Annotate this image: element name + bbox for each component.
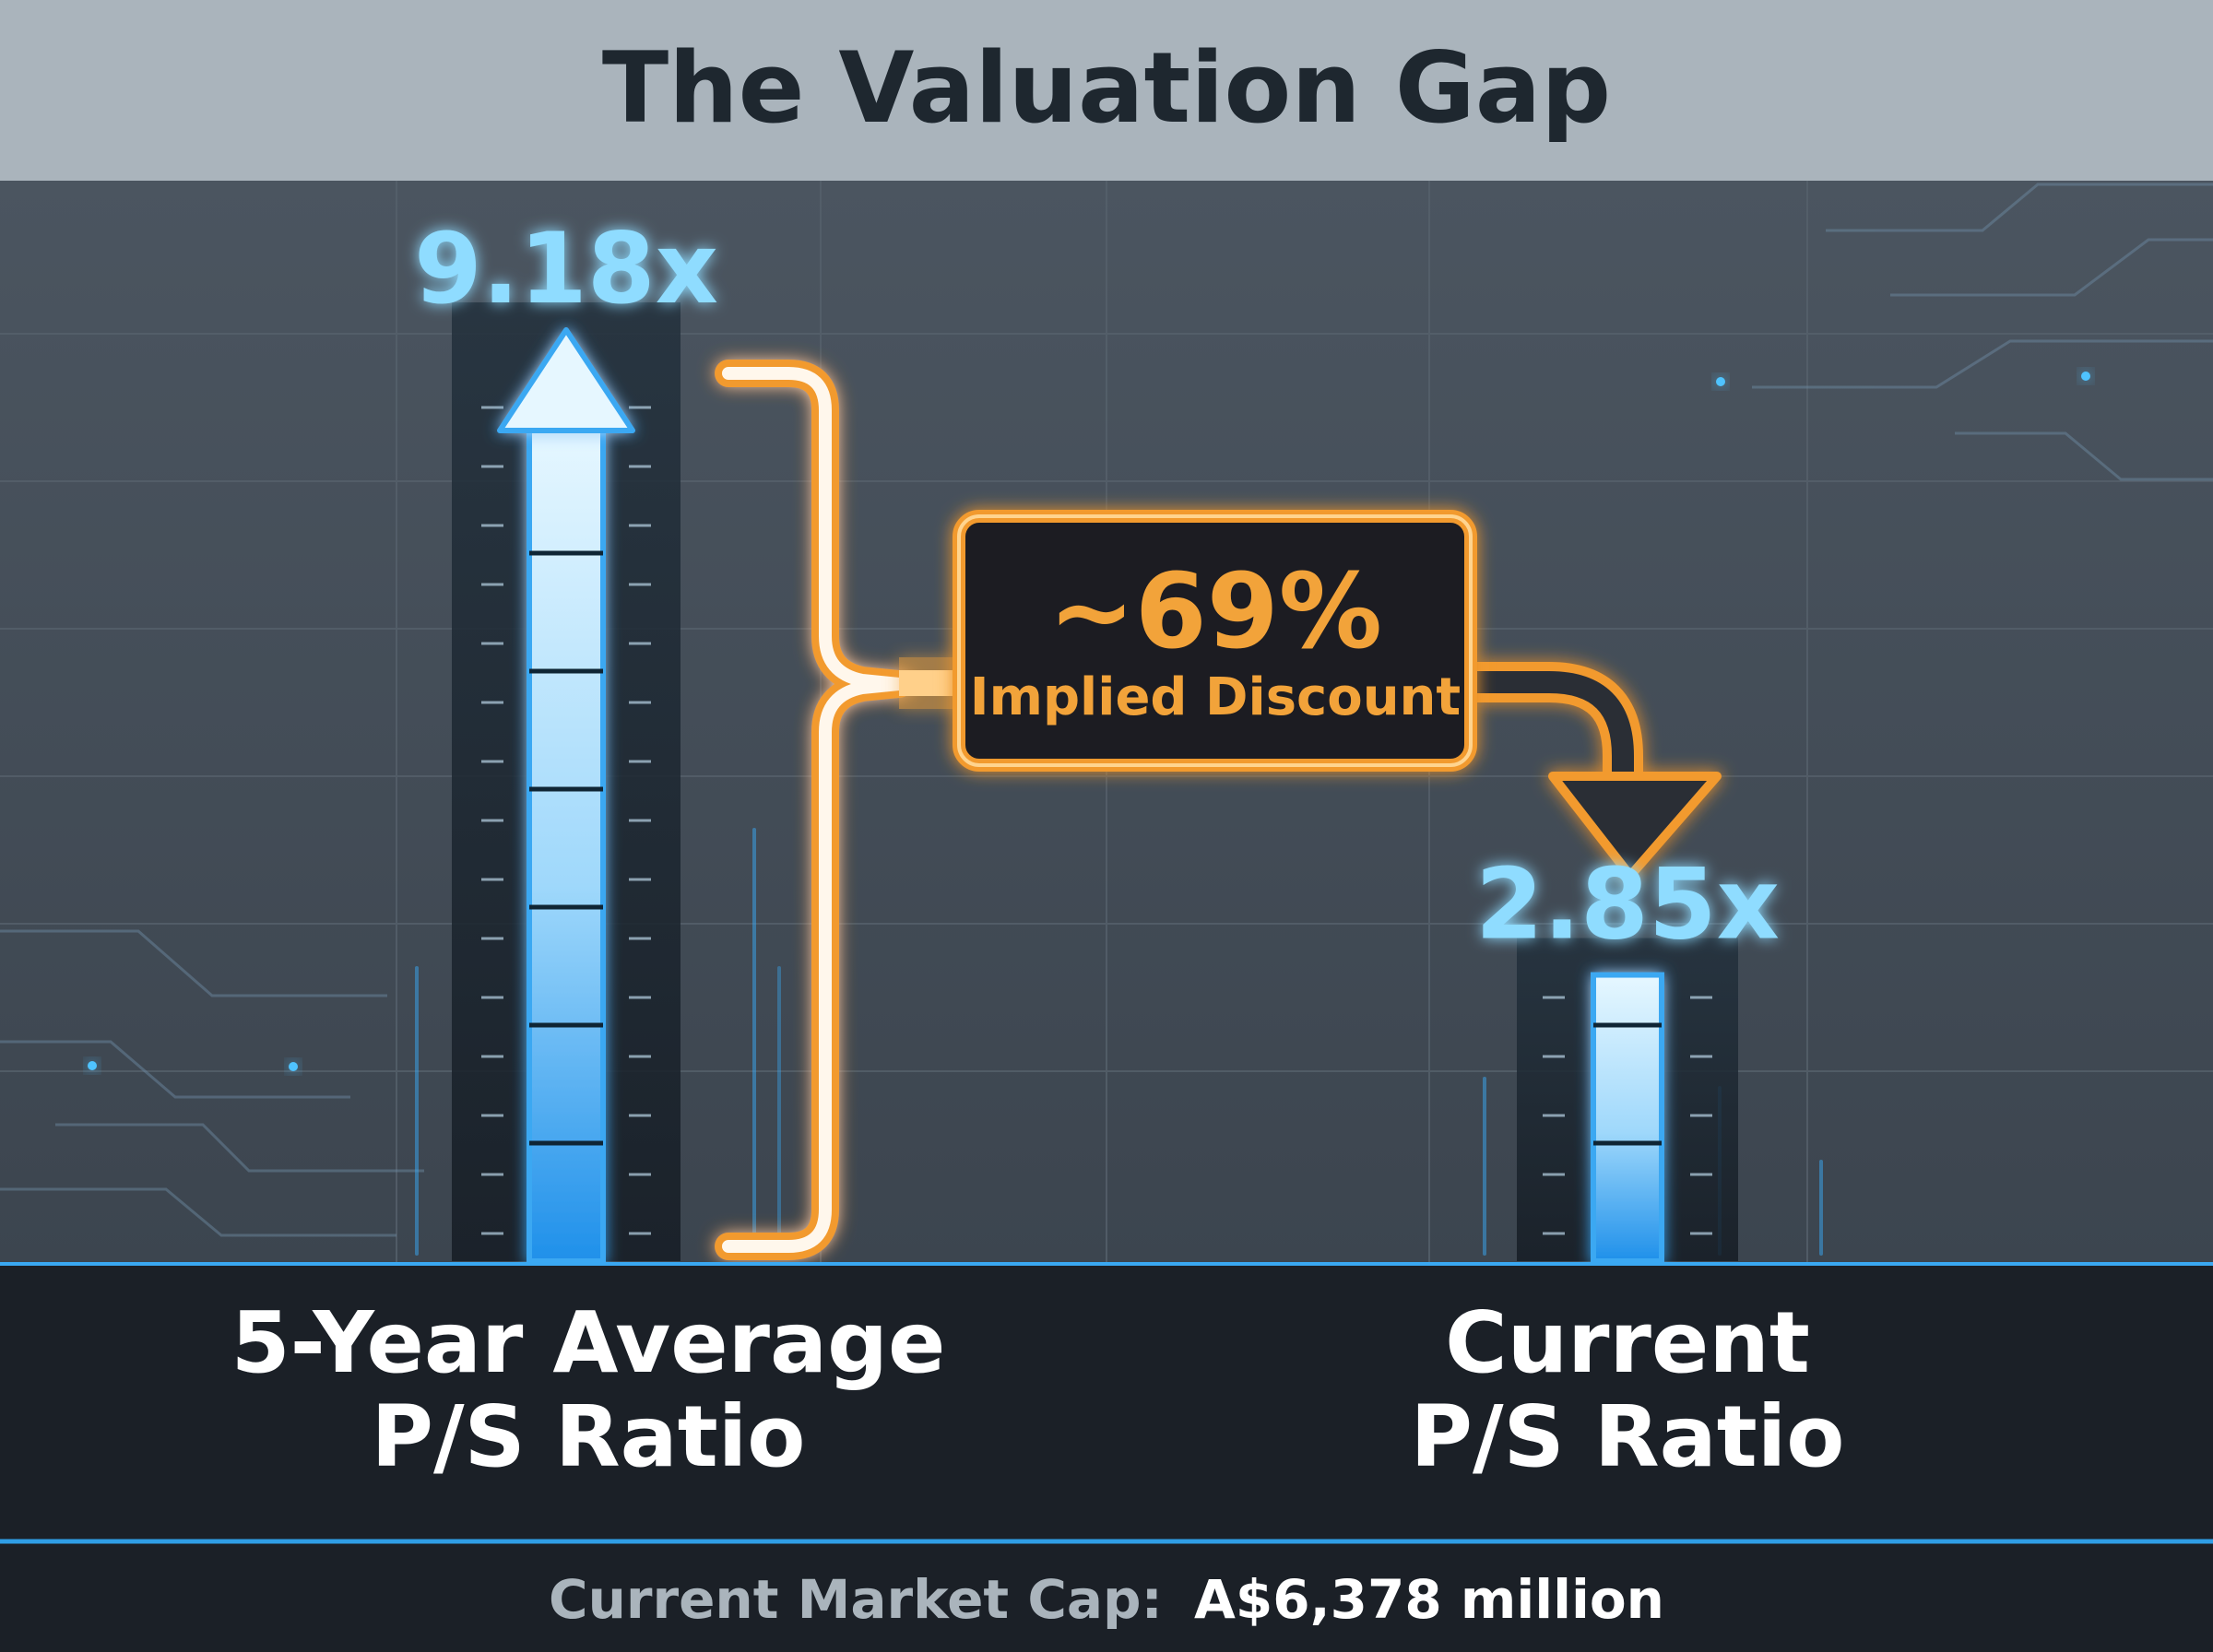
value-labels: 9.18x 2.85x [414, 212, 1780, 962]
bar [1591, 972, 1664, 1264]
light-streaks [415, 735, 1823, 1256]
footer: Current Market Cap: A$6,378 million [549, 1568, 1664, 1631]
market-cap-value: A$6,378 million [1194, 1568, 1664, 1631]
bar-group-2 [1517, 938, 1738, 1264]
category-label: 5-Year Average P/S Ratio [231, 1293, 946, 1486]
value-label: 9.18x [414, 212, 718, 325]
category-label-line: 5-Year Average [231, 1293, 946, 1392]
category-label-line: P/S Ratio [1411, 1387, 1845, 1486]
discount-arrow [1475, 662, 1722, 880]
market-cap-label: Current Market Cap: [549, 1568, 1163, 1631]
category-label: Current P/S Ratio [1411, 1293, 1845, 1486]
discount-callout: ~69% Implied Discount [953, 510, 1477, 772]
circuit-decoration [0, 183, 2213, 1237]
up-arrow-icon [497, 327, 635, 433]
category-label-line: Current [1445, 1293, 1810, 1392]
title-bar [0, 0, 2213, 181]
discount-label: Implied Discount [970, 667, 1461, 727]
category-label-line: P/S Ratio [372, 1387, 806, 1486]
bars [452, 302, 1738, 1264]
glow-dots [88, 372, 2090, 1071]
value-label: 2.85x [1475, 848, 1780, 962]
label-band [0, 1263, 2213, 1652]
chart-title: The Valuation Gap [602, 31, 1611, 145]
discount-value: ~69% [1048, 552, 1382, 672]
bar-group-1 [452, 302, 680, 1264]
